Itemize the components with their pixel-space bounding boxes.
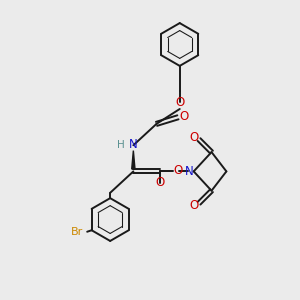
Text: H: H — [117, 140, 125, 150]
Text: O: O — [180, 110, 189, 123]
Text: O: O — [189, 199, 198, 212]
Text: N: N — [184, 165, 193, 178]
Polygon shape — [132, 151, 135, 169]
Text: Br: Br — [71, 227, 83, 237]
Text: O: O — [189, 131, 198, 144]
Text: O: O — [173, 164, 182, 177]
Text: N: N — [129, 138, 138, 151]
Text: O: O — [155, 176, 164, 190]
Text: O: O — [175, 96, 184, 109]
